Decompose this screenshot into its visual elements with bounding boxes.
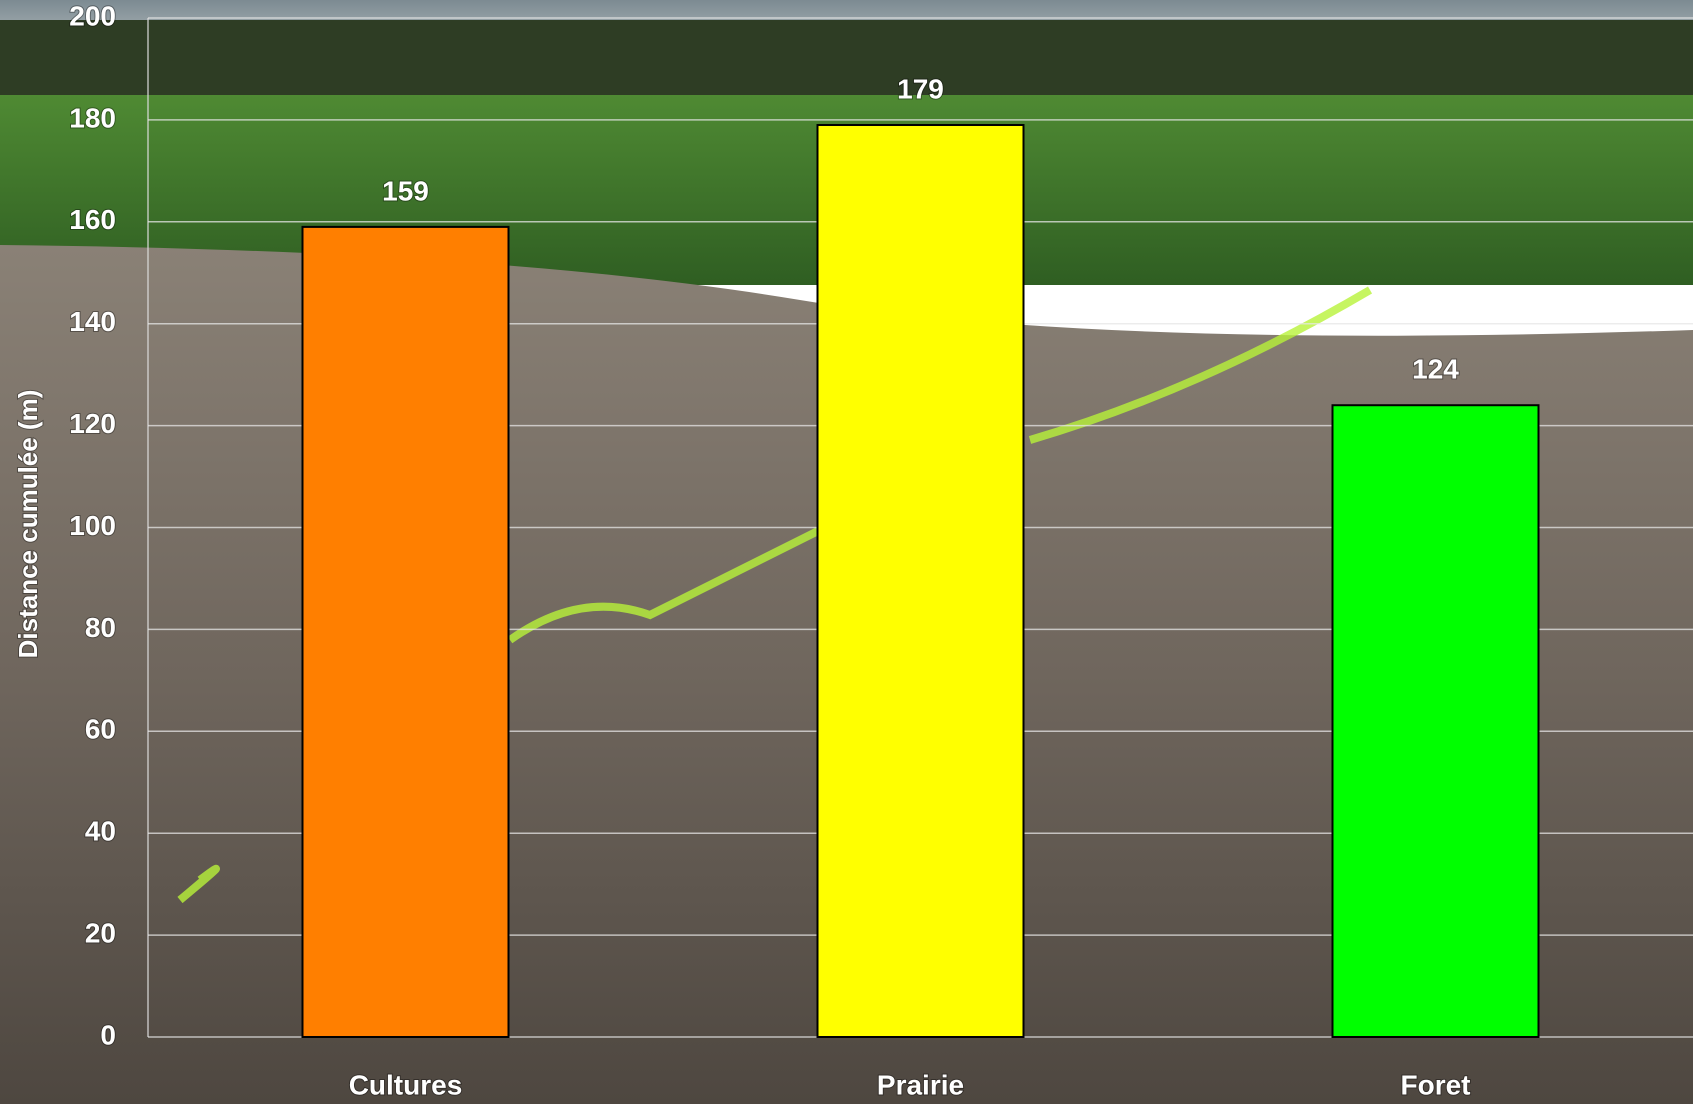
y-tick-label: 160	[69, 204, 116, 235]
y-tick-label: 80	[85, 612, 116, 643]
chart: Distance cumulée (m) 0 20 40 60 80 100 120 140 1…	[0, 0, 1693, 1104]
y-tick-label: 20	[85, 917, 116, 948]
x-tick-label: Prairie	[877, 1069, 964, 1100]
y-tick-label: 0	[100, 1019, 116, 1050]
bar	[818, 125, 1024, 1037]
bar	[1333, 405, 1539, 1037]
data-label: 179	[897, 73, 944, 104]
y-tick-label: 100	[69, 510, 116, 541]
y-axis-title: Distance cumulée (m)	[13, 390, 43, 659]
y-tick-label: 40	[85, 816, 116, 847]
bar	[303, 227, 509, 1037]
y-tick-label: 140	[69, 306, 116, 337]
data-label: 159	[382, 175, 429, 206]
background-trees	[0, 20, 1693, 100]
y-tick-label: 120	[69, 408, 116, 439]
data-label: 124	[1412, 354, 1459, 385]
x-tick-label: Foret	[1401, 1069, 1471, 1100]
y-tick-label: 60	[85, 714, 116, 745]
y-tick-label: 200	[69, 0, 116, 31]
x-tick-label: Cultures	[349, 1069, 463, 1100]
y-tick-label: 180	[69, 102, 116, 133]
